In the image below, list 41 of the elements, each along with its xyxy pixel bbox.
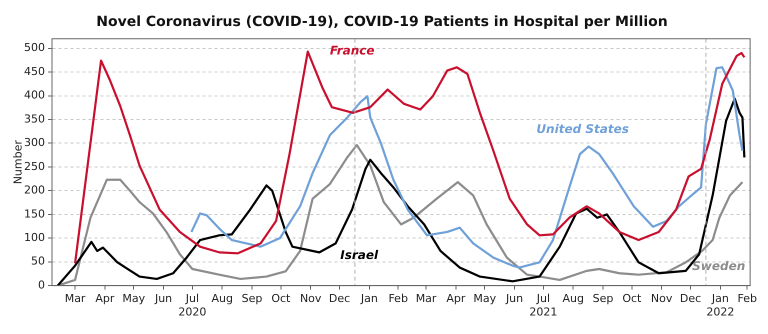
x-tick-label: Apr [446, 292, 466, 306]
x-tick-label: Jul 2021 [529, 292, 558, 318]
x-tick-label: Mar [64, 292, 86, 306]
y-tick-label: 150 [24, 207, 45, 220]
x-tick-label: Jun [154, 292, 172, 306]
y-tick-label: 200 [24, 184, 45, 197]
y-tick-label: 300 [24, 136, 45, 150]
x-tick-label: Jun [504, 292, 524, 306]
x-tick-label: Oct [622, 292, 642, 306]
x-tick-label: Aug [211, 292, 233, 306]
x-tick-label: Aug [562, 292, 584, 306]
series-label: Sweden [692, 259, 746, 274]
y-tick-label: 50 [31, 254, 45, 268]
x-tick-label: Dec [328, 292, 350, 306]
x-tick-label: Dec [680, 292, 702, 306]
y-tick-label: 350 [24, 112, 45, 126]
x-tick-label: Jan [360, 292, 378, 306]
x-tick-label: Feb [388, 292, 408, 306]
x-tick-label: Nov [300, 292, 322, 306]
x-tick-label: Feb [738, 292, 757, 306]
series-label: Israel [340, 248, 379, 262]
y-tick-label: 400 [24, 88, 45, 102]
chart-title: Novel Coronavirus (COVID-19), COVID-19 Patients in Hospital per Million [96, 14, 668, 30]
x-tick-label: Apr [95, 292, 115, 306]
y-tick-label: 0 [38, 278, 45, 292]
y-tick-label: 100 [24, 231, 45, 244]
x-tick-label: Jul 2020 [178, 292, 206, 318]
x-tick-label: Oct [271, 292, 292, 306]
x-tick-label: Sep [592, 292, 614, 306]
y-tick-label: 450 [24, 64, 45, 78]
y-axis-title: Number [11, 140, 24, 184]
x-tick-label: May [122, 292, 146, 306]
x-tick-label: Sep [242, 292, 262, 306]
x-tick-label: Jan 2022 [706, 292, 734, 318]
series-label: France [330, 43, 375, 58]
x-tick-label: May [473, 292, 497, 306]
y-tick-label: 500 [24, 41, 45, 54]
x-tick-label: Nov [650, 292, 673, 306]
series-label: United States [536, 122, 629, 136]
y-tick-label: 250 [24, 160, 45, 173]
x-tick-label: Mar [416, 292, 437, 306]
